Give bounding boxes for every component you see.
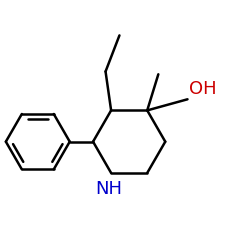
Text: NH: NH — [95, 180, 122, 198]
Text: OH: OH — [189, 80, 216, 98]
